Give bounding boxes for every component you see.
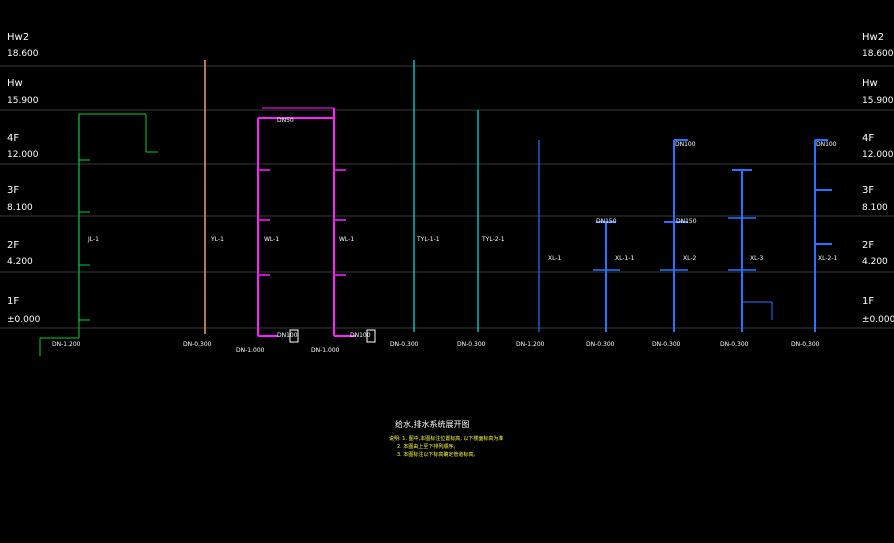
- bottom-elev-5: DN-0.300: [390, 341, 419, 348]
- pipe-size-5: DN150: [676, 218, 697, 225]
- level-name: 3F: [862, 185, 875, 196]
- bottom-elev-4: DN-1.000: [311, 347, 340, 354]
- level-elevation: 15.900: [862, 96, 894, 106]
- level-name: 3F: [7, 185, 20, 196]
- level-elevation: 12.000: [862, 150, 894, 160]
- drawing-title: 给水,排水系统展开图: [395, 420, 470, 429]
- floor-drain: [289, 329, 299, 343]
- level-name: 4F: [7, 133, 20, 144]
- bottom-elev-9: DN-0.300: [652, 341, 681, 348]
- riser-label-xl-2-1: XL-2-1: [818, 255, 838, 262]
- riser-label-yl-1: YL-1: [211, 236, 224, 243]
- level-name: 2F: [7, 240, 20, 251]
- riser-label-xl-1: XL-1: [548, 255, 562, 262]
- bottom-elev-6: DN-0.300: [457, 341, 486, 348]
- pipe-size-3: DN100: [350, 332, 371, 339]
- level-elevation: 8.100: [862, 203, 888, 213]
- level-elevation: 4.200: [862, 257, 888, 267]
- pipe-size-4: DN150: [596, 218, 617, 225]
- riser-label-xl-1-1: XL-1-1: [615, 255, 635, 262]
- level-name: 1F: [7, 296, 20, 307]
- riser-label-wl-1a: WL-1: [264, 236, 280, 243]
- level-elevation: 18.600: [862, 49, 894, 59]
- bottom-elev-2: DN-0.300: [183, 341, 212, 348]
- level-name: 4F: [862, 133, 875, 144]
- level-name: Hw2: [862, 32, 885, 43]
- pipe-network: [39, 60, 832, 356]
- level-elevation: 15.900: [7, 96, 39, 106]
- riser-label-xl-3: XL-3: [750, 255, 764, 262]
- level-elevation: 18.600: [7, 49, 39, 59]
- note-2: 2. 本图由上至下排列顺序。: [397, 444, 459, 450]
- pipe-size-2: DN100: [277, 332, 298, 339]
- note-1: 说明: 1. 图中,本图标注位置标高, 以下楼面标高为准: [389, 436, 504, 442]
- level-elevation: ±0.000: [862, 315, 894, 325]
- riser-label-wl-1b: WL-1: [339, 236, 355, 243]
- level-name: 2F: [862, 240, 875, 251]
- level-name: Hw: [7, 78, 23, 89]
- level-elevation: ±0.000: [7, 315, 41, 325]
- level-lines: [0, 65, 894, 329]
- bottom-elev-1: DN-1.200: [52, 341, 81, 348]
- riser-label-tyl-2-1: TYL-2-1: [482, 236, 505, 243]
- level-elevation: 4.200: [7, 257, 33, 267]
- pipe-size-6: DN100: [675, 141, 696, 148]
- riser-label-jl-1: JL-1: [88, 236, 99, 243]
- level-name: Hw2: [7, 32, 30, 43]
- riser-label-xl-2: XL-2: [683, 255, 697, 262]
- floor-drain: [366, 329, 376, 343]
- level-name: 1F: [862, 296, 875, 307]
- level-elevation: 8.100: [7, 203, 33, 213]
- bottom-elev-8: DN-0.300: [586, 341, 615, 348]
- pipe-size-7: DN100: [816, 141, 837, 148]
- pipe-size-1: DN50: [277, 117, 294, 124]
- level-name: Hw: [862, 78, 878, 89]
- level-elevation: 12.000: [7, 150, 39, 160]
- bottom-elev-3: DN-1.000: [236, 347, 265, 354]
- note-3: 3. 本图标注以下标高确定管道标高。: [397, 452, 479, 458]
- bottom-elev-11: DN-0.300: [791, 341, 820, 348]
- bottom-elev-10: DN-0.300: [720, 341, 749, 348]
- riser-label-tyl-1-1: TYL-1-1: [417, 236, 440, 243]
- bottom-elev-7: DN-1.200: [516, 341, 545, 348]
